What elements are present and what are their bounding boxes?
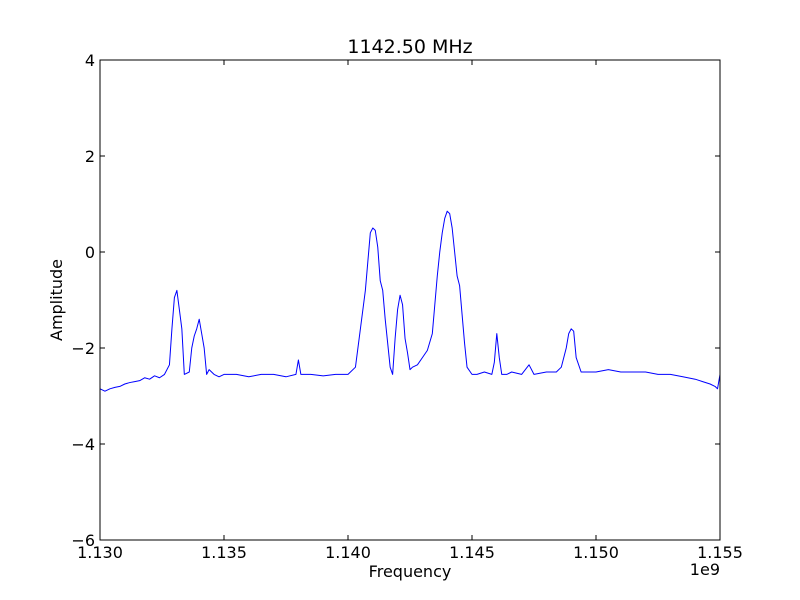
y-axis-label: Amplitude (47, 259, 66, 341)
y-tick-label-3: −2 (71, 339, 95, 358)
x-tick-label-0: 1.130 (77, 543, 123, 562)
x-axis-label: Frequency (369, 562, 452, 581)
plot-frame (99, 59, 721, 541)
x-tick-label-1: 1.135 (201, 543, 247, 562)
tick-layer: 1.130 1.135 1.140 1.145 1.150 1.155 4 2 0 −2 −4 −6 (71, 51, 743, 562)
y-tick-label-4: −4 (71, 435, 95, 454)
chart-title: 1142.50 MHz (347, 36, 472, 58)
x-tick-label-3: 1.145 (449, 543, 495, 562)
series-line-0 (99, 210, 721, 392)
y-tick-label-5: −6 (71, 531, 95, 550)
y-tick-label-0: 4 (85, 51, 95, 70)
plot-area (100, 60, 720, 540)
x-tick-label-5: 1.155 (697, 543, 743, 562)
y-tick-label-2: 0 (85, 243, 95, 262)
x-offset-label: 1e9 (690, 560, 720, 579)
data-layer (99, 210, 721, 392)
x-tick-label-4: 1.150 (573, 543, 619, 562)
y-tick-label-1: 2 (85, 147, 95, 166)
x-tick-label-2: 1.140 (325, 543, 371, 562)
